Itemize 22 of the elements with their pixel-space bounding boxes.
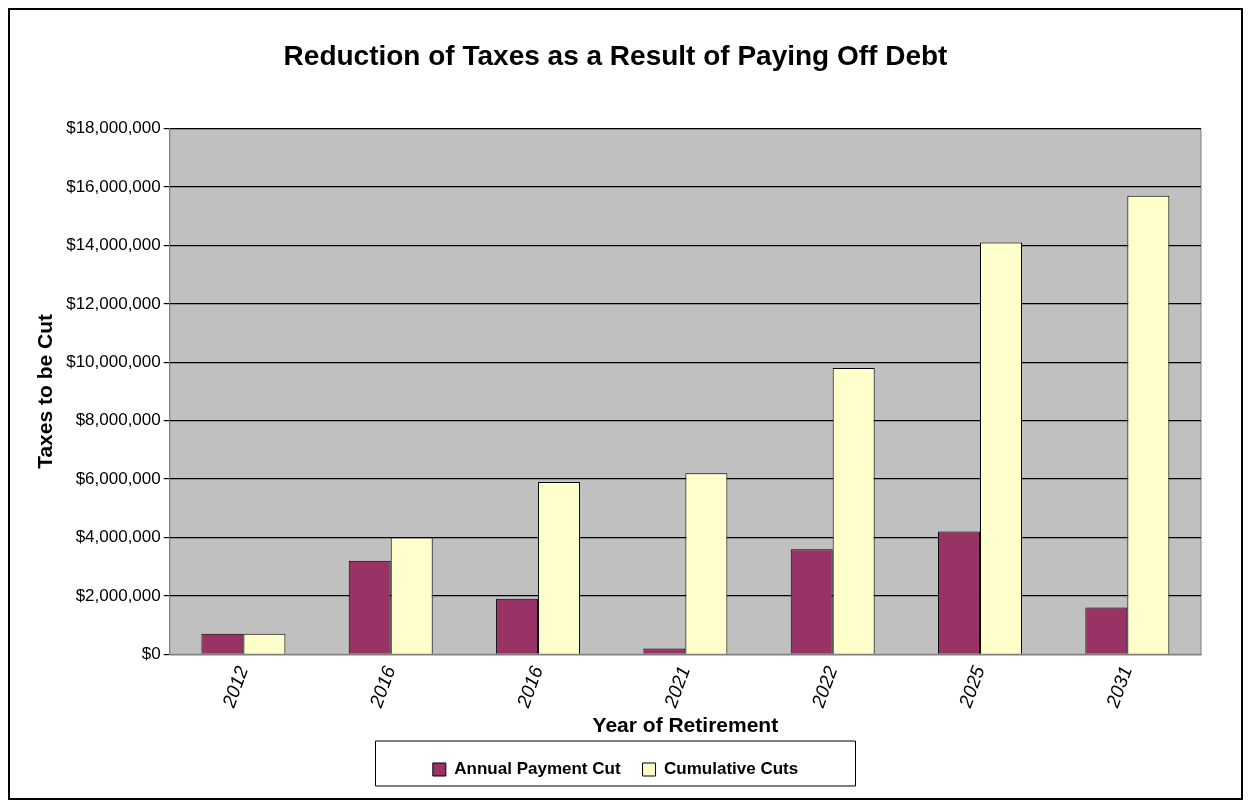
x-tick-label: 2022	[806, 662, 842, 712]
y-tick-label: $6,000,000	[75, 468, 161, 488]
legend-label: Annual Payment Cut	[454, 759, 621, 779]
y-tick-label: $18,000,000	[66, 118, 161, 138]
x-tick-label: 2016	[512, 662, 547, 712]
x-tick-label: 2031	[1101, 663, 1137, 712]
y-axis-title: Taxes to be Cut	[33, 314, 57, 469]
y-tick-label: $8,000,000	[75, 410, 161, 430]
x-tick-label: 2016	[364, 662, 400, 712]
chart-title: Reduction of Taxes as a Result of Paying Off Debt	[283, 39, 948, 71]
y-tick-label: $0	[141, 643, 161, 663]
y-tick-label: $16,000,000	[66, 176, 161, 196]
x-tick-label: 2021	[659, 663, 695, 712]
x-tick-label: 2025	[954, 662, 989, 712]
x-tick-label: 2012	[217, 662, 253, 712]
y-tick-label: $2,000,000	[75, 585, 161, 605]
legend-label: Cumulative Cuts	[664, 759, 799, 779]
x-axis-title: Year of Retirement	[592, 713, 779, 737]
y-tick-label: $12,000,000	[66, 293, 161, 313]
y-tick-label: $10,000,000	[66, 351, 161, 371]
y-tick-label: $14,000,000	[66, 235, 161, 255]
y-tick-label: $4,000,000	[75, 527, 161, 547]
